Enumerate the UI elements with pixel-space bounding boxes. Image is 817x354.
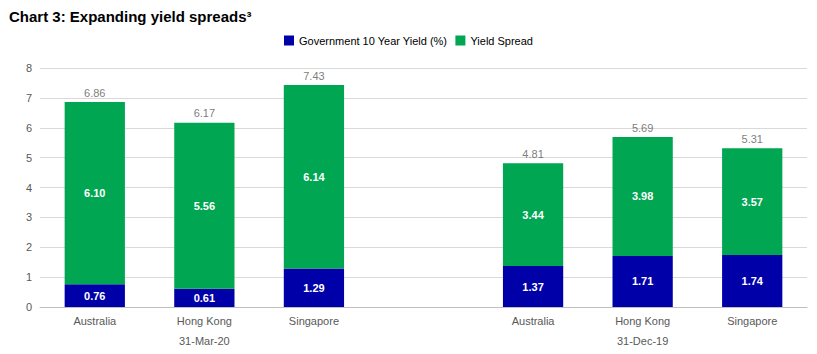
svg-text:6.14: 6.14 (303, 171, 325, 183)
svg-text:6.10: 6.10 (84, 187, 105, 199)
svg-text:3.98: 3.98 (632, 190, 653, 202)
svg-text:4.81: 4.81 (522, 148, 543, 160)
svg-text:3: 3 (26, 211, 32, 223)
svg-text:Government 10 Year Yield (%): Government 10 Year Yield (%) (299, 35, 447, 47)
svg-text:6.17: 6.17 (194, 107, 215, 119)
svg-text:6.86: 6.86 (84, 87, 105, 99)
svg-text:0.61: 0.61 (194, 292, 215, 304)
svg-text:Singapore: Singapore (289, 315, 339, 327)
svg-text:7: 7 (26, 92, 32, 104)
svg-text:5.69: 5.69 (632, 122, 653, 134)
svg-text:Hong Kong: Hong Kong (615, 315, 670, 327)
svg-text:Singapore: Singapore (727, 315, 777, 327)
svg-text:5.31: 5.31 (742, 133, 763, 145)
svg-text:Hong Kong: Hong Kong (177, 315, 232, 327)
svg-text:1.71: 1.71 (632, 275, 653, 287)
svg-text:Chart 3: Expanding yield sprea: Chart 3: Expanding yield spreads³ (9, 8, 252, 25)
svg-text:5: 5 (26, 152, 32, 164)
svg-text:6: 6 (26, 122, 32, 134)
svg-text:5.56: 5.56 (194, 200, 215, 212)
svg-text:0: 0 (26, 301, 32, 313)
svg-text:7.43: 7.43 (303, 70, 324, 82)
svg-text:3.57: 3.57 (742, 196, 763, 208)
svg-text:Australia: Australia (512, 315, 556, 327)
svg-text:0.76: 0.76 (84, 290, 105, 302)
svg-text:4: 4 (26, 182, 32, 194)
svg-text:3.44: 3.44 (522, 209, 544, 221)
svg-text:31-Dec-19: 31-Dec-19 (617, 335, 668, 347)
svg-text:2: 2 (26, 241, 32, 253)
svg-text:Yield Spread: Yield Spread (470, 35, 533, 47)
svg-text:31-Mar-20: 31-Mar-20 (179, 335, 230, 347)
svg-text:Australia: Australia (73, 315, 117, 327)
svg-text:1.37: 1.37 (522, 281, 543, 293)
svg-text:1.29: 1.29 (303, 282, 324, 294)
svg-text:8: 8 (26, 62, 32, 74)
svg-text:1.74: 1.74 (742, 275, 764, 287)
svg-text:1: 1 (26, 271, 32, 283)
